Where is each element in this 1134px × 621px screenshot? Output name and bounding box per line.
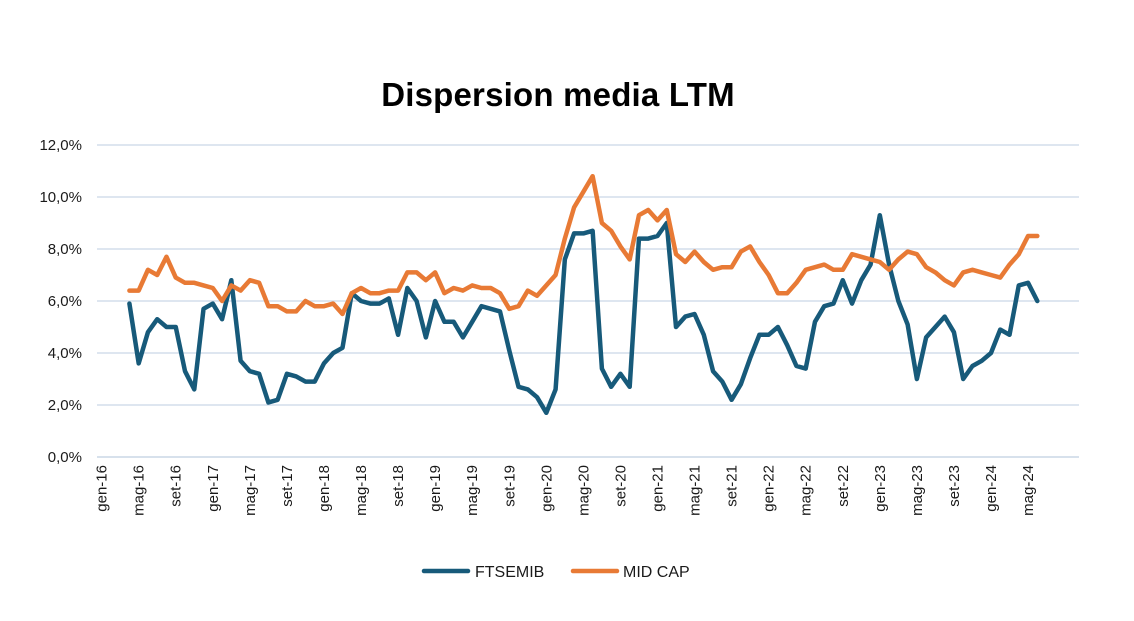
x-tick-label: mag-19 [464,465,481,516]
chart-title: Dispersion media LTM [381,76,735,113]
x-tick-label: gen-20 [538,465,555,512]
x-tick-label: set-21 [724,465,741,507]
x-tick-label: set-20 [612,465,629,507]
x-tick-label: mag-24 [1020,465,1037,516]
x-tick-label: mag-17 [242,465,259,516]
x-tick-label: mag-20 [575,465,592,516]
y-tick-label: 0,0% [48,449,82,466]
series-line-mid-cap [127,173,1040,317]
x-tick-label: gen-18 [316,465,333,512]
x-tick-label: gen-17 [205,465,222,512]
legend-label: MID CAP [623,564,690,581]
x-tick-label: gen-16 [94,465,111,512]
y-axis-ticks: 0,0% 2,0% 4,0% 6,0% 8,0% 10,0% 12,0% [39,137,82,466]
y-tick-label: 12,0% [39,137,82,154]
series-lines [127,173,1040,416]
x-tick-label: set-19 [501,465,518,507]
x-tick-label: gen-23 [872,465,889,512]
x-tick-label: mag-21 [687,465,704,516]
x-tick-label: gen-24 [983,465,1000,512]
x-tick-label: set-18 [390,465,407,507]
x-tick-label: set-17 [279,465,296,507]
x-tick-label: mag-22 [798,465,815,516]
x-tick-label: gen-22 [761,465,778,512]
series-line-ftsemib [127,212,1040,416]
x-tick-label: set-22 [835,465,852,507]
x-tick-label: mag-16 [131,465,148,516]
x-tick-label: set-16 [168,465,185,507]
x-tick-label: set-23 [946,465,963,507]
y-tick-label: 2,0% [48,397,82,414]
legend-label: FTSEMIB [475,564,544,581]
x-tick-label: gen-21 [649,465,666,512]
x-axis-ticks: gen-16 mag-16 set-16 gen-17 mag-17 set-17 gen-… [94,465,1037,516]
y-tick-label: 8,0% [48,241,82,258]
x-tick-label: mag-23 [909,465,926,516]
y-tick-label: 6,0% [48,293,82,310]
y-tick-label: 10,0% [39,189,82,206]
legend: FTSEMIB MID CAP [421,564,690,581]
x-tick-label: mag-18 [353,465,370,516]
x-tick-label: gen-19 [427,465,444,512]
gridlines [97,144,1079,458]
y-tick-label: 4,0% [48,345,82,362]
